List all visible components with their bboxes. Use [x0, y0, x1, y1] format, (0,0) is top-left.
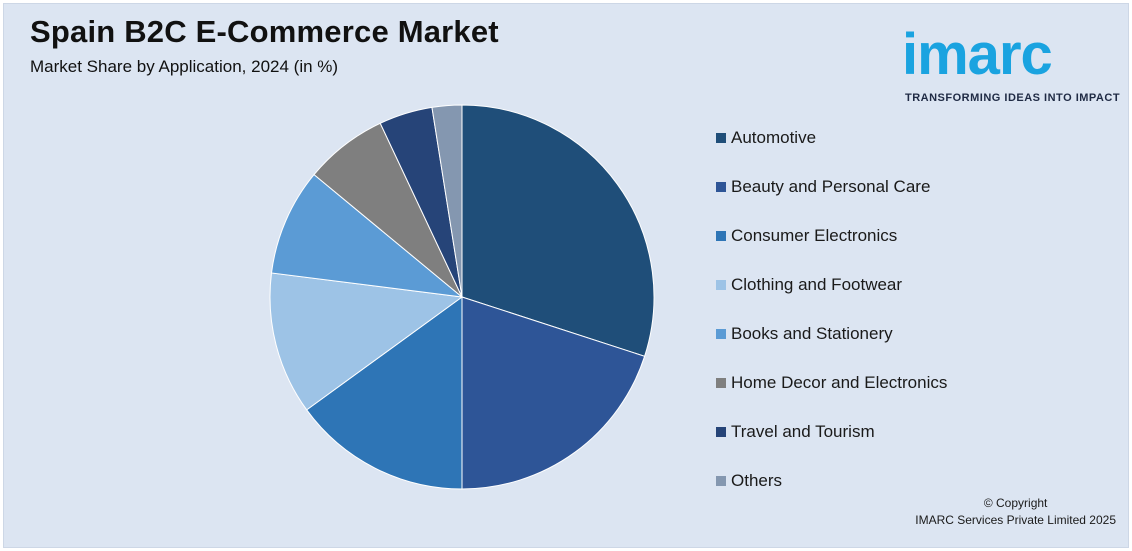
legend-label: Others [731, 471, 783, 490]
legend-swatch [716, 329, 726, 339]
chart-title: Spain B2C E-Commerce Market [30, 14, 499, 49]
chart-subtitle: Market Share by Application, 2024 (in %) [30, 57, 339, 76]
copyright-line-2: IMARC Services Private Limited 2025 [915, 513, 1116, 527]
legend-swatch [716, 476, 726, 486]
pie-slice-consumer-electronics [305, 296, 463, 490]
logo-tagline: TRANSFORMING IDEAS INTO IMPACT [905, 92, 1121, 104]
legend-swatch [716, 427, 726, 437]
legend-label: Clothing and Footwear [731, 275, 903, 294]
legend-swatch [716, 231, 726, 241]
pie-slice-books-and-stationery [270, 173, 464, 298]
legend-swatch [716, 280, 726, 290]
legend-label: Beauty and Personal Care [731, 177, 931, 196]
legend-swatch [716, 378, 726, 388]
pie-slice-automotive [461, 104, 655, 357]
logo-wordmark: imarc [902, 22, 1053, 87]
legend-label: Travel and Tourism [731, 422, 875, 441]
pie-slice-beauty-and-personal-care [461, 296, 646, 490]
copyright-line-1: © Copyright [983, 496, 1048, 510]
legend-label: Home Decor and Electronics [731, 373, 948, 392]
legend-label: Consumer Electronics [731, 226, 898, 245]
legend-label: Books and Stationery [731, 324, 893, 343]
copyright-notice: © Copyright IMARC Services Private Limit… [915, 495, 1116, 529]
pie-slice-clothing-and-footwear [269, 272, 464, 411]
imarc-logo: imarc TRANSFORMING IDEAS INTO IMPACT [902, 10, 1122, 110]
legend-label: Automotive [731, 128, 817, 147]
legend-swatch [716, 133, 726, 143]
pie-slice-others [431, 104, 463, 298]
legend-swatch [716, 182, 726, 192]
